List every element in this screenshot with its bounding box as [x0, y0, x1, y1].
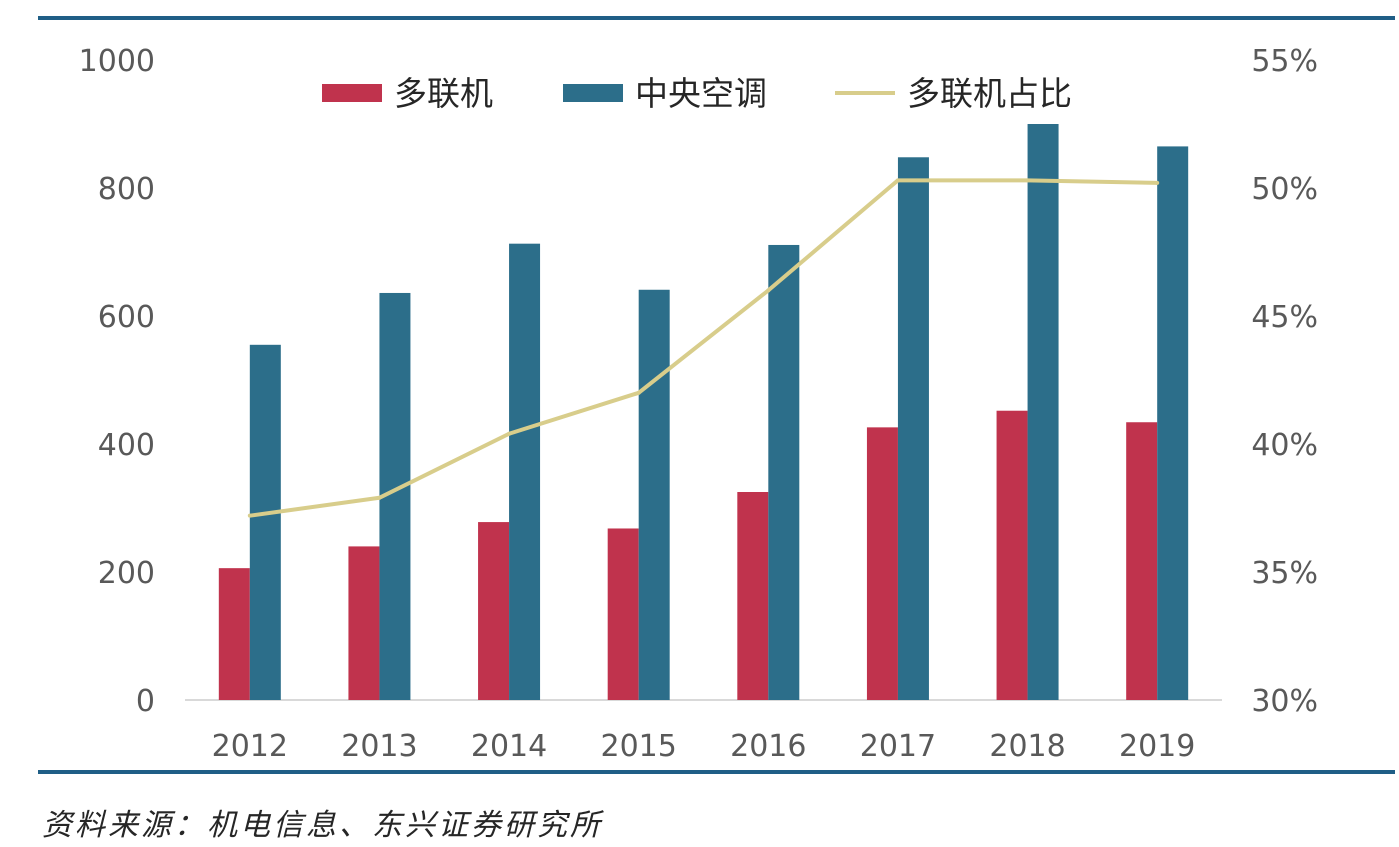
bottom-rule	[38, 770, 1395, 774]
x-tick-label: 2012	[212, 729, 288, 764]
x-tick-label: 2018	[989, 729, 1065, 764]
bars	[218, 124, 1189, 700]
y-left-tick-label: 800	[98, 172, 155, 207]
x-tick-label: 2017	[860, 729, 936, 764]
x-tick-label: 2013	[341, 729, 417, 764]
share-line-point	[1155, 180, 1160, 185]
y-left-tick-label: 0	[136, 684, 155, 719]
share-line-point	[636, 390, 641, 395]
share-line-point	[377, 495, 382, 500]
x-tick-label: 2015	[601, 729, 677, 764]
bar-multi-split	[866, 427, 898, 700]
y-right-tick-label: 40%	[1251, 428, 1318, 463]
share-line-point	[507, 431, 512, 436]
legend: 多联机 中央空调 多联机占比	[322, 74, 1072, 113]
top-rule	[38, 16, 1395, 20]
bar-multi-split	[737, 492, 769, 700]
bar-central-ac	[509, 243, 541, 700]
bar-central-ac	[1157, 146, 1189, 700]
y-right-tick-label: 30%	[1251, 684, 1318, 719]
share-line-point	[766, 288, 771, 293]
legend-label: 多联机占比	[907, 74, 1072, 113]
legend-swatch	[322, 84, 382, 102]
y-right-ticks: 30% 35% 40% 45% 50% 55%	[1251, 44, 1318, 719]
share-line-point	[247, 513, 252, 518]
bar-multi-split	[1126, 422, 1158, 700]
share-line-point	[895, 178, 900, 183]
y-right-tick-label: 35%	[1251, 556, 1318, 591]
source-note: 资料来源：机电信息、东兴证券研究所	[42, 808, 603, 843]
share-line-layer	[247, 178, 1160, 518]
x-tick-label: 2019	[1119, 729, 1195, 764]
bar-central-ac	[768, 244, 800, 700]
legend-label: 多联机	[394, 74, 493, 113]
x-tick-label: 2016	[730, 729, 806, 764]
y-left-tick-label: 200	[98, 556, 155, 591]
x-ticks: 2012 2013 2014 2015 2016 2017 2018 2019	[212, 729, 1196, 764]
y-left-tick-label: 400	[98, 428, 155, 463]
bar-central-ac	[897, 157, 929, 700]
y-right-tick-label: 55%	[1251, 44, 1318, 79]
legend-label: 中央空调	[635, 74, 767, 113]
bar-multi-split	[996, 410, 1028, 700]
share-line	[249, 178, 1158, 518]
bar-multi-split	[478, 522, 510, 700]
bar-multi-split	[607, 528, 639, 700]
y-right-tick-label: 45%	[1251, 300, 1318, 335]
y-right-tick-label: 50%	[1251, 172, 1318, 207]
bar-central-ac	[249, 344, 281, 700]
legend-swatch	[563, 84, 623, 102]
y-left-tick-label: 1000	[79, 44, 155, 79]
bar-central-ac	[638, 289, 670, 700]
bar-multi-split	[348, 546, 380, 700]
bar-central-ac	[1027, 124, 1059, 700]
y-left-tick-label: 600	[98, 300, 155, 335]
bar-multi-split	[218, 568, 250, 700]
x-tick-label: 2014	[471, 729, 547, 764]
chart: 0 200 400 600 800 1000 30% 35% 40% 45% 50% 55% 201…	[79, 44, 1318, 764]
y-left-ticks: 0 200 400 600 800 1000	[79, 44, 155, 719]
share-line-point	[1025, 178, 1030, 183]
